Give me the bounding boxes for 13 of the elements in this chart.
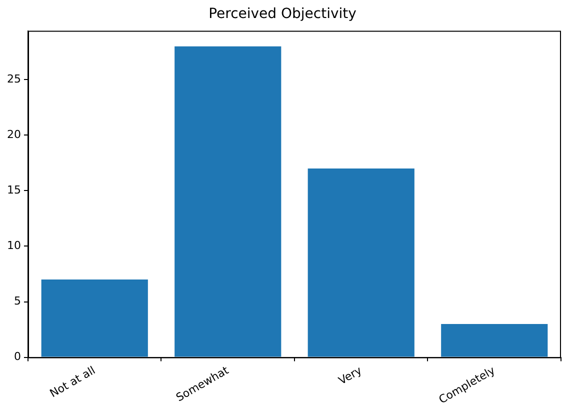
x-tick-label: Very [336, 364, 364, 388]
y-tick-label: 20 [6, 128, 21, 142]
y-tick-label: 25 [6, 72, 21, 86]
x-tick-label: Not at all [48, 364, 98, 400]
bar [308, 168, 414, 357]
y-tick-label: 0 [14, 350, 21, 364]
bar [441, 324, 548, 357]
y-tick-label: 5 [14, 294, 21, 308]
chart-title: Perceived Objectivity [208, 6, 356, 22]
y-tick-label: 10 [6, 239, 21, 252]
bar [41, 280, 148, 357]
bar [174, 46, 282, 357]
y-tick-label: 15 [6, 184, 21, 197]
